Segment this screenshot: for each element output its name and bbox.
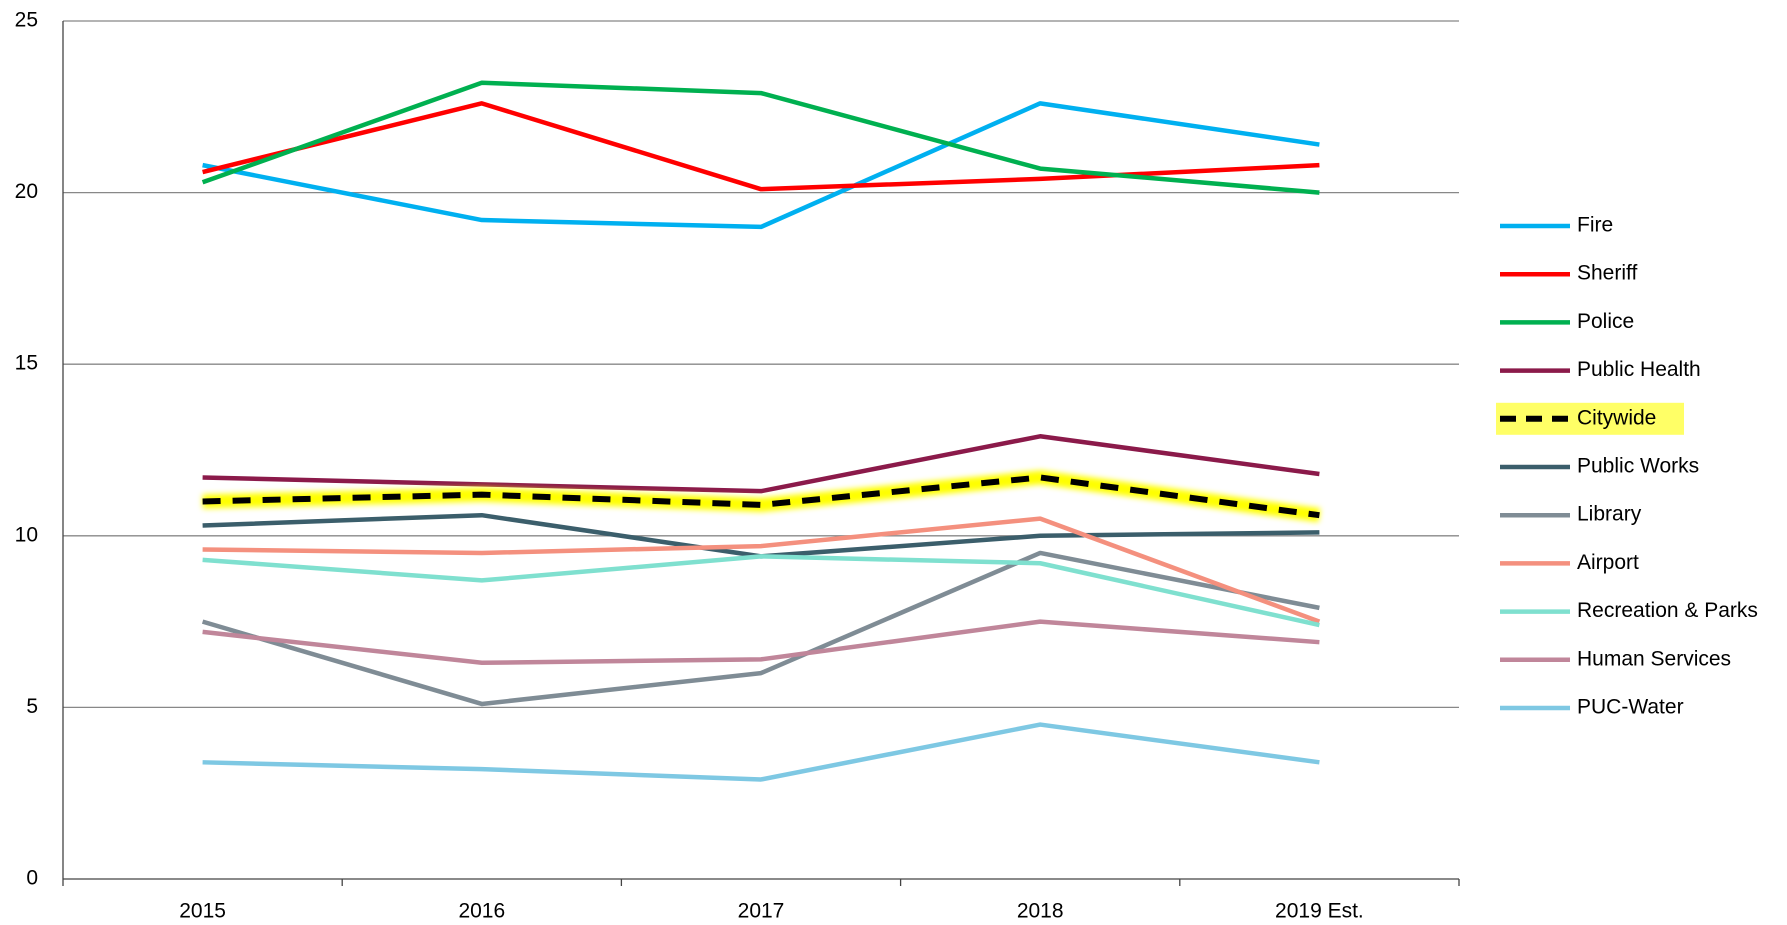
- legend-item: Public Works: [1500, 455, 1699, 478]
- series-line: [202, 554, 1320, 628]
- series-line: [202, 434, 1320, 494]
- series-line: [202, 101, 1320, 192]
- series-line: [201, 80, 1320, 195]
- x-tick-label: 2015: [179, 900, 226, 923]
- legend-item: Public Health: [1500, 358, 1701, 381]
- legend-label: Fire: [1577, 214, 1613, 237]
- series-line: [202, 474, 1320, 519]
- legend-label: Library: [1577, 503, 1642, 526]
- legend-label: PUC-Water: [1577, 696, 1684, 719]
- legend-item: PUC-Water: [1500, 696, 1684, 719]
- y-tick-label: 20: [15, 180, 38, 203]
- series-line: [202, 722, 1320, 782]
- legend-item: Recreation & Parks: [1500, 599, 1758, 622]
- series-line: [201, 550, 1320, 707]
- y-tick-label: 5: [26, 695, 38, 718]
- legend-item: Citywide: [1496, 402, 1684, 435]
- y-tick-label: 15: [15, 352, 38, 375]
- legend-item: Fire: [1500, 214, 1613, 237]
- legend-label: Public Works: [1577, 455, 1699, 478]
- series-line: [202, 619, 1320, 666]
- x-tick-label: 2018: [1017, 900, 1064, 923]
- x-tick-label: 2019 Est.: [1275, 900, 1364, 923]
- legend-label: Airport: [1577, 551, 1639, 574]
- y-tick-label: 25: [15, 9, 38, 32]
- series-line: [202, 101, 1320, 230]
- legend-item: Police: [1500, 310, 1634, 333]
- legend-label: Human Services: [1577, 647, 1731, 670]
- legend-label: Public Health: [1577, 358, 1701, 381]
- legend-label: Police: [1577, 310, 1634, 333]
- legend-item: Airport: [1500, 551, 1639, 574]
- legend-item: Human Services: [1500, 647, 1731, 670]
- legend-label: Recreation & Parks: [1577, 599, 1758, 622]
- legend-label: Sheriff: [1577, 262, 1637, 285]
- legend-item: Sheriff: [1500, 262, 1637, 285]
- x-tick-label: 2017: [738, 900, 785, 923]
- y-tick-label: 10: [15, 523, 38, 546]
- x-tick-label: 2016: [458, 900, 505, 923]
- legend-label: Citywide: [1577, 406, 1656, 429]
- y-tick-label: 0: [26, 867, 38, 890]
- series-line: [202, 516, 1321, 624]
- legend-item: Library: [1500, 503, 1642, 526]
